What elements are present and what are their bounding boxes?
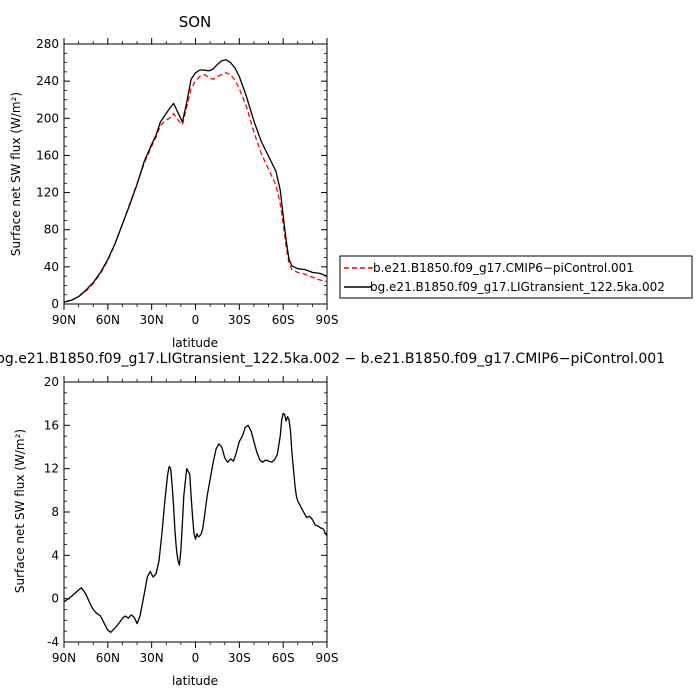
- y-tick-label: 8: [51, 505, 59, 519]
- bottom-panel: bg.e21.B1850.f09_g17.LIGtransient_122.5k…: [0, 351, 665, 688]
- y-tick-label: 200: [36, 111, 59, 125]
- top-panel-title: SON: [179, 13, 212, 31]
- x-tick-label: 30S: [228, 651, 251, 665]
- y-tick-label: 40: [44, 260, 59, 274]
- y-tick-label: 80: [44, 223, 59, 237]
- x-tick-label: 90N: [52, 651, 76, 665]
- y-tick-label: 240: [36, 74, 59, 88]
- y-tick-label: 0: [51, 592, 59, 606]
- x-tick-label: 60S: [272, 651, 295, 665]
- series-line-lig: [63, 59, 328, 303]
- top-panel: SON Surface net SW flux (W/m²) latitude …: [9, 13, 338, 350]
- x-tick-label: 0: [192, 651, 200, 665]
- bottom-plot-area: -4 0 4 8 12 16 20 90N 60N 30N 0 30S 60S 90S: [44, 375, 339, 665]
- y-tick-label: 20: [44, 375, 59, 389]
- top-plot-area: 0 40 80 120 160 200 240 280 90N 60N 30N 0 30S 60S 90S: [36, 37, 338, 327]
- x-tick-label: 90N: [52, 313, 76, 327]
- x-tick-label: 30N: [140, 313, 164, 327]
- legend: b.e21.B1850.f09_g17.CMIP6−piControl.001 …: [339, 255, 693, 299]
- top-x-axis-label: latitude: [172, 336, 218, 350]
- y-tick-label: 120: [36, 186, 59, 200]
- x-tick-label: 60S: [272, 313, 295, 327]
- top-y-axis-label: Surface net SW flux (W/m²): [9, 92, 23, 256]
- x-tick-label: 60N: [96, 313, 120, 327]
- x-tick-label: 90S: [316, 651, 339, 665]
- bottom-panel-title: bg.e21.B1850.f09_g17.LIGtransient_122.5k…: [0, 351, 665, 367]
- y-tick-label: 12: [44, 462, 59, 476]
- x-tick-label: 90S: [316, 313, 339, 327]
- legend-label-lig: bg.e21.B1850.f09_g17.LIGtransient_122.5k…: [370, 280, 665, 294]
- series-line-difference: [63, 412, 328, 633]
- bottom-x-axis-label: latitude: [172, 674, 218, 688]
- legend-label-control: b.e21.B1850.f09_g17.CMIP6−piControl.001: [373, 261, 634, 275]
- x-tick-label: 0: [192, 313, 200, 327]
- y-tick-label: 4: [51, 548, 59, 562]
- y-tick-label: -4: [47, 635, 59, 649]
- plot-frame: [63, 43, 328, 305]
- y-tick-label: 16: [44, 418, 59, 432]
- y-tick-label: 280: [36, 37, 59, 51]
- bottom-y-axis-label: Surface net SW flux (W/m²): [13, 429, 27, 593]
- x-tick-label: 30N: [140, 651, 164, 665]
- legend-box: [339, 255, 693, 299]
- y-tick-label: 0: [51, 297, 59, 311]
- y-tick-label: 160: [36, 148, 59, 162]
- x-tick-label: 30S: [228, 313, 251, 327]
- plot-frame: [63, 381, 328, 643]
- x-tick-label: 60N: [96, 651, 120, 665]
